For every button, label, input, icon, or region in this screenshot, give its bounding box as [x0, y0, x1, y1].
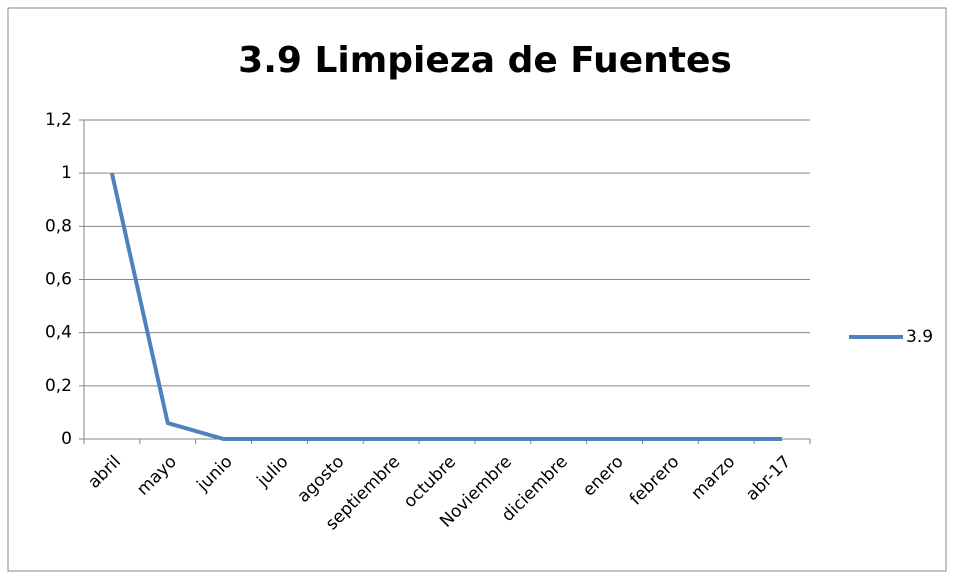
y-tick-label: 0,6: [45, 270, 72, 290]
y-tick-label: 0: [61, 429, 72, 449]
y-tick-label: 0,2: [45, 376, 72, 396]
y-tick-label: 1: [61, 163, 72, 183]
series-line: [109, 172, 783, 441]
y-tick-label: 1,2: [45, 110, 72, 130]
y-tick-label: 0,4: [45, 323, 72, 343]
chart-title: 3.9 Limpieza de Fuentes: [238, 40, 732, 81]
legend-label: 3.9: [906, 327, 933, 347]
chart-border: [7, 7, 947, 572]
y-tick-label: 0,8: [45, 216, 72, 236]
